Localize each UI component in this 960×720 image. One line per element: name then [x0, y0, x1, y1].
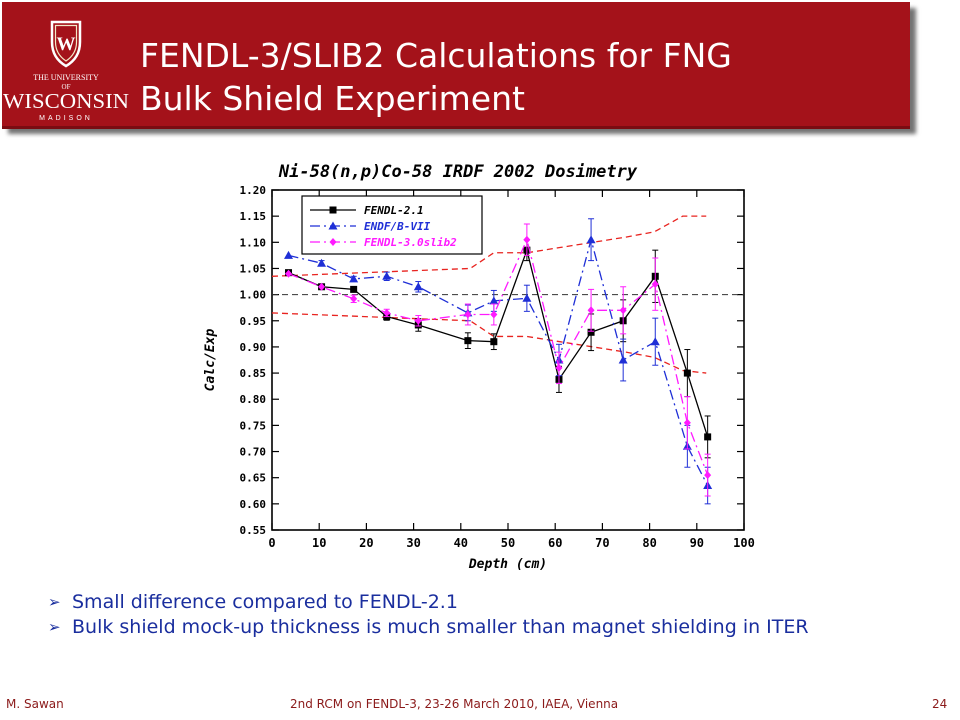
title-banner-edge	[2, 126, 910, 129]
title-banner	[2, 2, 910, 128]
data-point	[382, 271, 392, 280]
data-point	[650, 337, 660, 346]
logo-line-3: WISCONSIN	[3, 89, 129, 113]
legend-marker	[329, 206, 337, 214]
y-tick-label: 0.70	[240, 446, 267, 459]
series-3	[285, 223, 712, 497]
footer-page-number: 24	[932, 697, 948, 711]
x-tick-label: 60	[548, 536, 562, 550]
series-2-line	[288, 237, 709, 486]
data-point	[683, 418, 691, 427]
bullet-item-1: ➢ Small difference compared to FENDL-2.1	[48, 590, 928, 615]
x-tick-label: 70	[595, 536, 609, 550]
arrow-bullet-icon: ➢	[48, 618, 61, 636]
footer-author: M. Sawan	[6, 697, 64, 711]
x-axis-label: Depth (cm)	[468, 557, 547, 572]
data-point	[284, 250, 294, 259]
data-point	[350, 285, 358, 293]
band-lower-line	[271, 312, 707, 374]
data-point	[704, 433, 712, 441]
slide-title: FENDL-3/SLIB2 Calculations for FNG Bulk …	[140, 34, 900, 120]
x-tick-label: 100	[733, 536, 755, 550]
band-upper-line	[271, 215, 707, 277]
y-tick-label: 1.15	[240, 210, 267, 223]
data-point	[383, 308, 391, 317]
data-point	[464, 337, 472, 345]
x-tick-label: 10	[312, 536, 326, 550]
chart-title: Ni-58(n,p)Co-58 IRDF 2002 Dosimetry	[278, 162, 638, 182]
dosimetry-chart: Ni-58(n,p)Co-58 IRDF 2002 Dosimetry 0 10 2…	[203, 162, 755, 572]
data-point	[523, 235, 531, 244]
footer-event: 2nd RCM on FENDL-3, 23-26 March 2010, IA…	[290, 697, 619, 711]
y-axis-label: Calc/Exp	[203, 329, 218, 392]
y-tick-label: 1.05	[240, 262, 267, 275]
bullet-list: ➢ Small difference compared to FENDL-2.1…	[48, 590, 928, 640]
series-2	[284, 218, 713, 505]
data-point	[490, 338, 498, 346]
data-point	[285, 269, 293, 278]
legend-marker	[329, 238, 337, 246]
slide-title-line-2: Bulk Shield Experiment	[140, 79, 525, 118]
crest-letter: W	[57, 34, 76, 55]
x-tick-label: 30	[406, 536, 420, 550]
y-tick-label: 0.60	[240, 498, 267, 511]
data-point	[651, 280, 659, 289]
logo-line-4: MADISON	[39, 115, 93, 122]
data-point	[619, 306, 627, 315]
y-axis: 0.55 0.60 0.65 0.70 0.75 0.80 0.85 0.90 0.95 1.00…	[240, 184, 744, 537]
bullet-text-1: Small difference compared to FENDL-2.1	[72, 591, 458, 613]
data-point	[704, 471, 712, 480]
data-point	[414, 316, 422, 325]
y-tick-label: 1.20	[240, 184, 267, 197]
slide-title-line-1: FENDL-3/SLIB2 Calculations for FNG	[140, 36, 732, 75]
x-tick-label: 50	[501, 536, 515, 550]
series-1-line	[288, 247, 709, 438]
x-tick-label: 0	[268, 536, 275, 550]
legend-label: ENDF/B-VII	[364, 220, 431, 233]
x-tick-label: 40	[454, 536, 468, 550]
chart-series	[284, 218, 713, 505]
bullet-item-2: ➢ Bulk shield mock-up thickness is much …	[48, 615, 928, 640]
chart-legend: FENDL-2.1 ENDF/B-VII FENDL-3.0slib2	[301, 195, 483, 255]
data-point	[618, 355, 628, 364]
data-point	[555, 363, 563, 372]
crest-icon: W	[50, 20, 82, 68]
x-tick-label: 80	[642, 536, 656, 550]
data-point	[318, 282, 326, 291]
legend-marker	[328, 221, 338, 230]
data-point	[350, 294, 358, 303]
y-tick-label: 0.90	[240, 341, 267, 354]
bullet-text-2: Bulk shield mock-up thickness is much sm…	[72, 616, 809, 638]
y-tick-label: 0.55	[240, 524, 267, 537]
x-tick-label: 20	[359, 536, 373, 550]
data-point	[587, 306, 595, 315]
data-point	[522, 293, 532, 302]
x-tick-label: 90	[690, 536, 704, 550]
data-point	[317, 258, 327, 267]
y-tick-label: 0.75	[240, 419, 267, 432]
series-1	[285, 239, 712, 459]
y-tick-label: 1.10	[240, 236, 267, 249]
y-tick-label: 0.85	[240, 367, 267, 380]
y-tick-label: 0.95	[240, 315, 267, 328]
university-logo: W THE UNIVERSITY OF WISCONSIN MADISON	[3, 20, 129, 122]
data-point	[349, 274, 359, 283]
y-tick-label: 1.00	[240, 289, 267, 302]
y-tick-label: 0.80	[240, 393, 267, 406]
logo-line-2: OF	[62, 83, 71, 91]
logo-line-1: THE UNIVERSITY	[33, 73, 99, 82]
data-point	[586, 235, 596, 244]
data-point	[587, 328, 595, 336]
data-point	[683, 369, 691, 377]
data-point	[490, 310, 498, 319]
legend-label: FENDL-2.1	[364, 204, 424, 217]
data-point	[489, 296, 499, 305]
data-point	[464, 310, 472, 319]
y-tick-label: 0.65	[240, 472, 267, 485]
arrow-bullet-icon: ➢	[48, 593, 61, 611]
legend-label: FENDL-3.0slib2	[364, 236, 457, 249]
series-3-line	[288, 237, 709, 476]
uncertainty-band	[271, 215, 707, 374]
data-point	[413, 282, 423, 291]
